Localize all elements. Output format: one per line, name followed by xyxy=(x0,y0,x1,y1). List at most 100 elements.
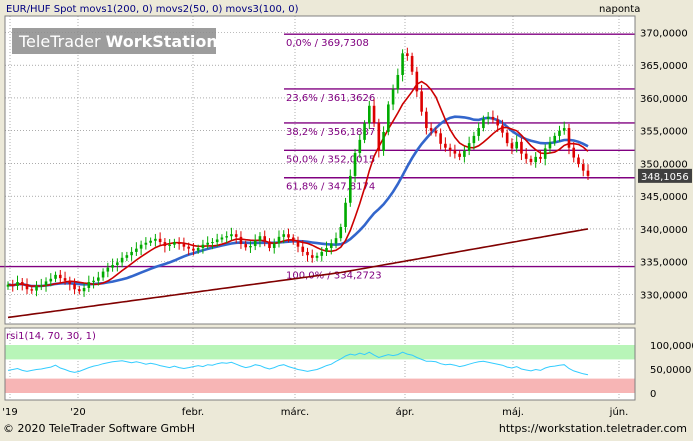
y-tick-label: 350,0000 xyxy=(640,159,688,170)
candle-body xyxy=(263,236,267,242)
candle-body xyxy=(548,142,552,149)
fib-label: 100,0% / 334,2723 xyxy=(286,271,382,282)
candle-body xyxy=(39,285,43,287)
candle-body xyxy=(339,227,343,239)
candle-body xyxy=(120,257,124,263)
candle-body xyxy=(177,242,181,245)
fib-label: 0,0% / 369,7308 xyxy=(286,38,369,49)
candle-body xyxy=(249,246,252,248)
candle-body xyxy=(391,89,395,105)
candle-body xyxy=(111,265,114,268)
candle-body xyxy=(215,239,219,243)
candle-body xyxy=(182,244,186,247)
candle-body xyxy=(87,282,91,288)
candle-body xyxy=(201,244,205,248)
candle-body xyxy=(130,251,133,256)
y-tick-label: 360,0000 xyxy=(640,94,688,105)
rsi-line xyxy=(7,351,589,376)
y-tick-label: 370,0000 xyxy=(640,28,688,39)
x-tick-label: máj. xyxy=(502,406,524,418)
candle-body xyxy=(301,246,305,252)
watermark-bold: WorkStation xyxy=(106,32,218,51)
x-tick-label: febr. xyxy=(182,407,204,418)
candle-body xyxy=(453,150,457,154)
candle-body xyxy=(92,280,95,283)
source-url[interactable]: https://workstation.teletrader.com xyxy=(498,422,687,435)
rsi-oversold-zone xyxy=(5,378,635,393)
candle-body xyxy=(496,119,499,126)
candle-body xyxy=(334,238,338,244)
candle-body xyxy=(320,251,324,256)
candle-body xyxy=(239,236,243,245)
candle-body xyxy=(149,240,152,243)
candle-body xyxy=(258,236,262,241)
candle-body xyxy=(325,247,328,252)
candle-body xyxy=(25,284,29,290)
candle-body xyxy=(344,202,347,228)
candle-body xyxy=(268,241,271,248)
candle-body xyxy=(329,243,333,248)
candle-body xyxy=(586,170,590,176)
y-tick-label: 345,0000 xyxy=(640,192,688,203)
candle-body xyxy=(139,244,143,249)
y-tick-label: 335,0000 xyxy=(640,258,688,269)
candle-body xyxy=(206,242,209,245)
candle-body xyxy=(467,143,471,151)
candle-body xyxy=(244,244,248,248)
candle-body xyxy=(225,236,228,238)
candle-body xyxy=(291,237,295,242)
candle-body xyxy=(234,234,238,237)
fib-label: 50,0% / 352,0015 xyxy=(286,154,375,165)
candle-body xyxy=(35,285,38,291)
candle-body xyxy=(116,262,119,266)
rsi-tick-label: 0 xyxy=(650,389,656,400)
y-tick-label: 365,0000 xyxy=(640,61,688,72)
candle-body xyxy=(16,282,19,286)
price-plot-frame xyxy=(4,15,636,325)
x-tick-label: jún. xyxy=(609,406,629,418)
ma200-line xyxy=(7,228,589,319)
candle-body xyxy=(444,143,447,148)
candle-body xyxy=(491,116,495,120)
rsi-overbought-zone xyxy=(5,345,635,360)
candle-body xyxy=(348,175,352,203)
watermark-normal: TeleTrader xyxy=(18,32,106,51)
candle-body xyxy=(315,255,319,258)
rsi-plot-frame xyxy=(4,327,636,401)
candle-body xyxy=(524,153,528,159)
candle-body xyxy=(82,287,86,292)
x-tick-label: ápr. xyxy=(396,406,415,418)
candle-body xyxy=(534,156,538,163)
candle-body xyxy=(97,277,100,281)
last-price-value: 348,1056 xyxy=(641,172,689,183)
candle-body xyxy=(58,274,62,279)
watermark: TeleTrader WorkStation xyxy=(12,28,218,54)
candle-body xyxy=(173,242,176,245)
candle-body xyxy=(230,234,233,237)
candle-body xyxy=(277,236,281,244)
x-tick-label: márc. xyxy=(281,406,309,418)
candle-body xyxy=(458,153,461,157)
candle-body xyxy=(581,164,585,171)
candle-body xyxy=(168,244,171,247)
candle-body xyxy=(272,243,276,248)
candle-body xyxy=(68,280,72,285)
candle-body xyxy=(368,105,371,124)
candles xyxy=(6,47,590,297)
candle-body xyxy=(425,111,428,129)
candle-body xyxy=(558,130,561,136)
fibonacci-levels: 0,0% / 369,7308 23,6% / 361,3626 38,2% / 3… xyxy=(0,33,635,282)
candle-body xyxy=(306,251,309,256)
candle-body xyxy=(187,246,190,249)
last-price-tag xyxy=(638,168,692,183)
y-tick-label: 355,0000 xyxy=(640,127,688,138)
svg-text:TeleTrader WorkStation: TeleTrader WorkStation xyxy=(18,32,218,51)
candle-body xyxy=(472,135,476,144)
candle-body xyxy=(529,158,533,163)
candle-body xyxy=(463,150,466,157)
candle-body xyxy=(572,147,576,158)
rsi-legend: rsi1(14, 70, 30, 1) xyxy=(6,331,96,342)
candle-body xyxy=(44,281,48,286)
candle-body xyxy=(154,238,157,241)
candle-body xyxy=(196,247,200,251)
